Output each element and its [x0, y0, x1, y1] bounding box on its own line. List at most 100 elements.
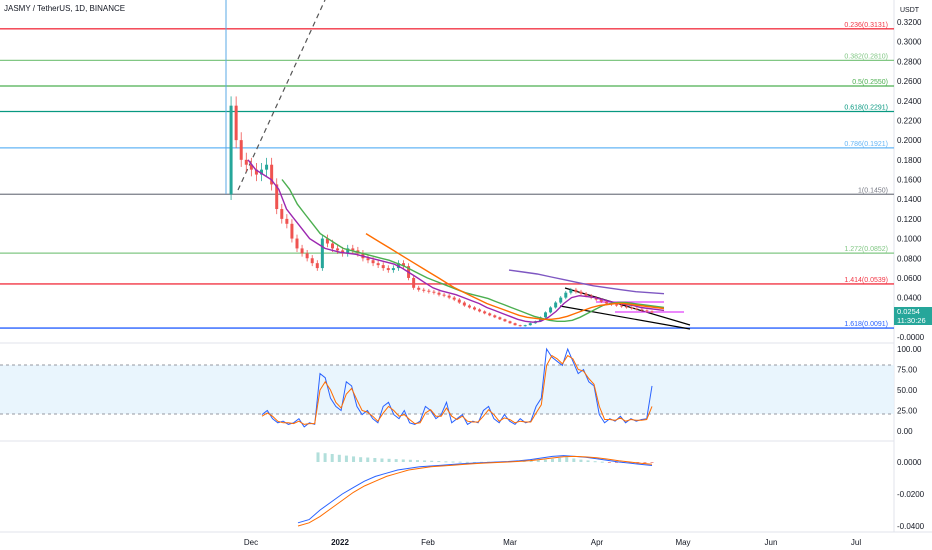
ema-long-line	[508, 269, 665, 295]
macd-histogram-bar	[565, 457, 569, 462]
macd-tick-label: 0.0000	[897, 458, 922, 467]
fib-level-label: 1(0.1450)	[858, 187, 888, 194]
candle-up	[265, 164, 269, 170]
candle-down	[493, 315, 497, 318]
macd-histogram-bar	[344, 455, 348, 462]
candle-down	[488, 313, 492, 316]
candle-up	[544, 312, 547, 318]
candle-up	[528, 323, 532, 326]
candle-down	[518, 325, 522, 327]
candle-down	[371, 260, 375, 264]
candle-down	[295, 238, 299, 249]
macd-histogram-bar	[323, 453, 327, 462]
candle-up	[391, 268, 395, 271]
candle-down	[336, 248, 340, 251]
candle-up	[554, 302, 558, 308]
macd-tick-label: -0.0200	[897, 490, 925, 499]
candle-down	[620, 305, 624, 307]
macd-histogram-bar	[366, 457, 370, 462]
ema-fast-line	[247, 159, 665, 323]
macd-tick-label: -0.0400	[897, 522, 925, 531]
time-tick-label: May	[675, 538, 690, 547]
macd-line	[297, 455, 653, 524]
candle-down	[315, 263, 319, 269]
candle-down	[508, 321, 512, 324]
macd-histogram-bar	[423, 460, 427, 462]
candle-down	[351, 248, 355, 251]
fib-level-label: 0.5(0.2550)	[852, 79, 888, 86]
candle-down	[462, 302, 466, 306]
candle-down	[645, 310, 649, 312]
price-tick-label: 0.2600	[897, 77, 922, 86]
chart-title: JASMY / TetherUS, 1D, BINANCE	[4, 4, 126, 13]
fib-level-label: 0.786(0.1921)	[844, 141, 888, 148]
macd-histogram-bar	[359, 457, 363, 462]
candle-down	[640, 309, 644, 311]
candle-down	[635, 308, 639, 310]
candle-down	[417, 287, 421, 290]
candle-down	[325, 238, 329, 244]
fib-level-label: 1.272(0.0852)	[844, 246, 888, 253]
macd-histogram-bar	[430, 460, 434, 462]
candle-down	[234, 105, 238, 141]
candle-down	[579, 291, 583, 294]
candle-up	[569, 289, 573, 293]
macd-histogram-bar	[572, 458, 576, 462]
last-price-value: 0.0254	[897, 307, 920, 316]
candle-down	[239, 140, 243, 160]
macd-histogram-bar	[579, 459, 583, 462]
candle-down	[427, 290, 431, 292]
price-tick-label: 0.1800	[897, 156, 922, 165]
price-tick-label: 0.2000	[897, 136, 922, 145]
candle-down	[630, 307, 634, 309]
ema-mid-line	[281, 179, 665, 322]
candle-up	[260, 169, 263, 175]
price-tick-label: 0.1600	[897, 176, 922, 185]
candle-down	[412, 277, 416, 288]
last-price-badge: 0.0254 11:30:26	[894, 307, 932, 325]
macd-histogram-bar	[387, 458, 391, 462]
candle-down	[457, 299, 461, 303]
macd-histogram-bar	[337, 454, 341, 462]
time-tick-label: Feb	[421, 538, 435, 547]
fib-level-label: 0.618(0.2291)	[844, 104, 888, 111]
stoch-tick-label: 75.00	[897, 366, 918, 375]
fib-levels: 0.236(0.3131) 0.382(0.2810) 0.5(0.2550) 0.6…	[0, 22, 894, 329]
macd-histogram-bar	[444, 461, 448, 463]
stoch-tick-label: 100.00	[897, 345, 922, 354]
candle-down	[376, 263, 380, 266]
price-tick-label: 0.2200	[897, 116, 922, 125]
candle-down	[305, 253, 309, 259]
macd-histogram-bar	[607, 462, 611, 463]
candle-up	[564, 292, 568, 298]
macd-histogram-bar	[543, 459, 547, 462]
candle-up	[549, 307, 553, 313]
candle-down	[447, 295, 451, 298]
macd-histogram-bar	[536, 460, 540, 462]
candle-down	[402, 263, 405, 267]
macd-histogram-bar	[558, 458, 562, 462]
price-tick-label: 0.3200	[897, 18, 922, 27]
macd-histogram-bar	[472, 462, 476, 463]
candle-down	[442, 294, 446, 296]
candle-down	[300, 248, 304, 254]
macd-histogram-bar	[650, 462, 654, 463]
time-axis: Dec 2022 Feb Mar Apr May Jun Jul	[244, 538, 861, 547]
falling-wedge-lower-line	[559, 305, 691, 330]
candle-down	[285, 218, 289, 224]
dashed-trend-line	[237, 0, 326, 191]
macd-panel	[297, 452, 654, 527]
macd-histogram-bar	[529, 460, 533, 462]
macd-histogram-bar	[586, 460, 590, 462]
macd-histogram-bar	[458, 461, 462, 463]
candle-countdown: 11:30:26	[897, 316, 926, 325]
time-tick-label: Jun	[765, 538, 778, 547]
fib-level-label: 0.236(0.3131)	[844, 22, 888, 29]
candle-down	[478, 309, 482, 312]
candle-down	[432, 291, 436, 293]
macd-histogram-bar	[394, 459, 398, 462]
candle-down	[280, 209, 284, 219]
stoch-rsi-band-fill	[0, 365, 894, 414]
candle-up	[559, 297, 563, 303]
